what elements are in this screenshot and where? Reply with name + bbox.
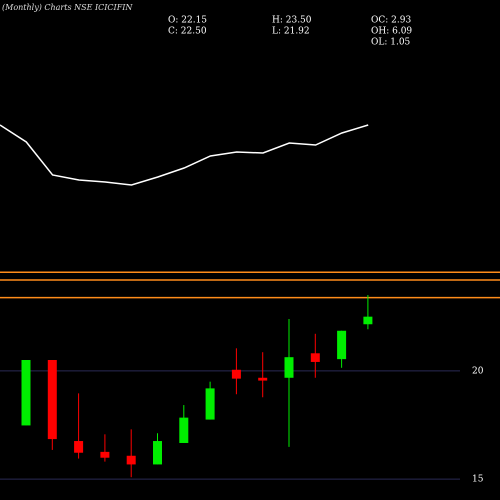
candle-body: [100, 451, 110, 458]
indicator-line: [0, 124, 369, 186]
candle-body: [284, 357, 294, 378]
ohlc-high: H: 23.50: [272, 16, 312, 26]
y-tick-label: 15: [472, 475, 484, 485]
ohlc-ol: OL: 1.05: [371, 38, 411, 48]
chart-title: (Monthly) Charts NSE ICICIFIN: [2, 3, 133, 12]
ohlc-close: C: 22.50: [168, 27, 207, 37]
candle-body: [363, 316, 373, 325]
candle-body: [153, 441, 162, 465]
ohlc-oh: OH: 6.09: [371, 27, 412, 37]
ohlc-oc: OC: 2.93: [371, 16, 411, 26]
candle-body: [337, 330, 347, 360]
y-tick-label: 20: [472, 366, 484, 376]
candle-body: [179, 417, 189, 443]
candle-body: [205, 388, 215, 420]
candle-body: [258, 377, 268, 381]
candle-body: [74, 441, 84, 453]
candle-body: [231, 369, 241, 379]
candle-body: [310, 353, 320, 362]
candle-body: [21, 360, 31, 426]
candle-body: [126, 455, 136, 465]
ohlc-open: O: 22.15: [168, 16, 207, 26]
ohlc-low: L: 21.92: [272, 27, 310, 37]
candle-body: [47, 360, 57, 440]
